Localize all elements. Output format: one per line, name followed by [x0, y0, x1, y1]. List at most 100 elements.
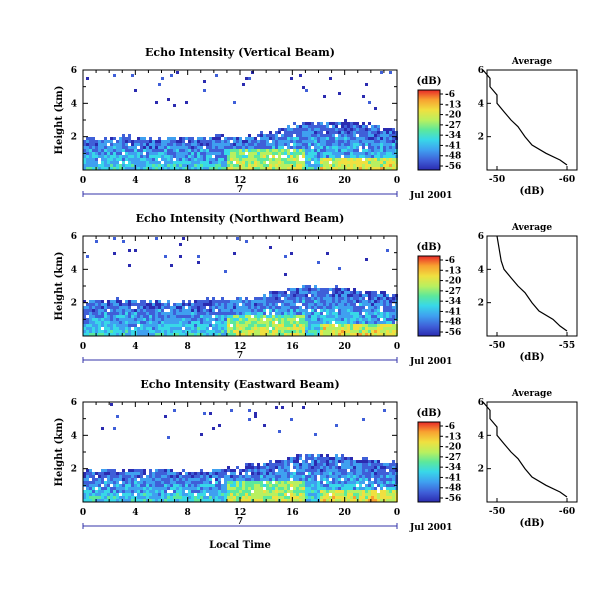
heatmap-cell [125, 155, 128, 158]
heatmap-cell [215, 140, 218, 143]
heatmap-cell [221, 158, 224, 161]
heatmap-cell [209, 493, 212, 496]
heatmap-cell [92, 161, 95, 164]
heatmap-cell [215, 481, 218, 484]
heatmap-cell [95, 478, 98, 481]
heatmap-cell [392, 330, 395, 333]
heatmap-cell [323, 496, 326, 499]
heatmap-cell [107, 472, 110, 475]
heatmap-cell [89, 496, 92, 499]
heatmap-cell [326, 309, 329, 312]
heatmap-cell [173, 152, 176, 155]
heatmap-cell [161, 155, 164, 158]
heatmap-cell [281, 493, 284, 496]
heatmap-cell [323, 324, 326, 327]
heatmap-cell [380, 155, 383, 158]
heatmap-cell [176, 487, 179, 490]
heatmap-cell [335, 466, 338, 469]
heatmap-cell [323, 149, 326, 152]
heatmap-cell [281, 472, 284, 475]
heatmap-cell [338, 140, 341, 143]
heatmap-cell [311, 457, 314, 460]
heatmap-cell [359, 134, 362, 137]
heatmap-cell [380, 300, 383, 303]
heatmap-cell [194, 333, 197, 336]
heatmap-cell [101, 158, 104, 161]
x-tick-label: 16 [286, 508, 299, 518]
heatmap-cell [302, 149, 305, 152]
heatmap-cell [128, 478, 131, 481]
heatmap-cell [143, 137, 146, 140]
x-tick-label: 4 [132, 508, 138, 518]
heatmap-cell [236, 487, 239, 490]
heatmap-cell [365, 315, 368, 318]
heatmap-cell [158, 321, 161, 324]
heatmap-cell [293, 484, 296, 487]
heatmap-cell [191, 324, 194, 327]
heatmap-cell [281, 499, 284, 502]
heatmap-cell [224, 303, 227, 306]
heatmap-cell [188, 155, 191, 158]
heatmap-cell [356, 472, 359, 475]
heatmap-cell [332, 330, 335, 333]
heatmap-cell [83, 309, 86, 312]
heatmap-cell [155, 306, 158, 309]
heatmap-cell [344, 140, 347, 143]
avg-title: Average [511, 389, 552, 399]
heatmap-cell [233, 493, 236, 496]
heatmap-cell [113, 493, 116, 496]
heatmap-cell [254, 469, 257, 472]
heatmap-cell [155, 237, 158, 240]
heatmap-cell [341, 315, 344, 318]
heatmap-cell [311, 469, 314, 472]
heatmap-cell [215, 306, 218, 309]
heatmap-cell [302, 490, 305, 493]
heatmap-cell [218, 424, 221, 427]
heatmap-cell [353, 333, 356, 336]
heatmap-cell [236, 318, 239, 321]
heatmap-cell [143, 499, 146, 502]
heatmap-cell [353, 161, 356, 164]
heatmap-cell [110, 475, 113, 478]
heatmap-cell [221, 167, 224, 170]
heatmap-cell [269, 324, 272, 327]
heatmap-cell [218, 309, 221, 312]
heatmap-cell [329, 315, 332, 318]
heatmap-cell [293, 475, 296, 478]
heatmap-cell [377, 306, 380, 309]
heatmap-cell [83, 158, 86, 161]
heatmap-cell [359, 291, 362, 294]
heatmap-cell [305, 158, 308, 161]
heatmap-cell [209, 472, 212, 475]
heatmap-cell [188, 490, 191, 493]
heatmap-cell [182, 333, 185, 336]
heatmap-cell [158, 303, 161, 306]
heatmap-cell [104, 493, 107, 496]
heatmap-cell [185, 330, 188, 333]
heatmap-cell [317, 306, 320, 309]
heatmap-cell [365, 291, 368, 294]
heatmap-cell [134, 321, 137, 324]
heatmap-cell [365, 472, 368, 475]
heatmap-cell [368, 312, 371, 315]
heatmap-cell [254, 330, 257, 333]
heatmap-cell [140, 469, 143, 472]
heatmap-cell [263, 499, 266, 502]
heatmap-cell [353, 484, 356, 487]
heatmap-cell [110, 487, 113, 490]
heatmap-cell [299, 318, 302, 321]
heatmap-cell [341, 167, 344, 170]
heatmap-cell [302, 297, 305, 300]
heatmap-cell [104, 149, 107, 152]
heatmap-cell [386, 134, 389, 137]
heatmap-cell [266, 318, 269, 321]
heatmap-cell [221, 321, 224, 324]
heatmap-cell [185, 161, 188, 164]
colorbar-tick-label: -13 [445, 266, 461, 276]
heatmap-cell [272, 309, 275, 312]
heatmap-cell [140, 333, 143, 336]
heatmap-cell [173, 490, 176, 493]
heatmap-cell [344, 158, 347, 161]
heatmap-cell [335, 149, 338, 152]
heatmap-cell [377, 333, 380, 336]
